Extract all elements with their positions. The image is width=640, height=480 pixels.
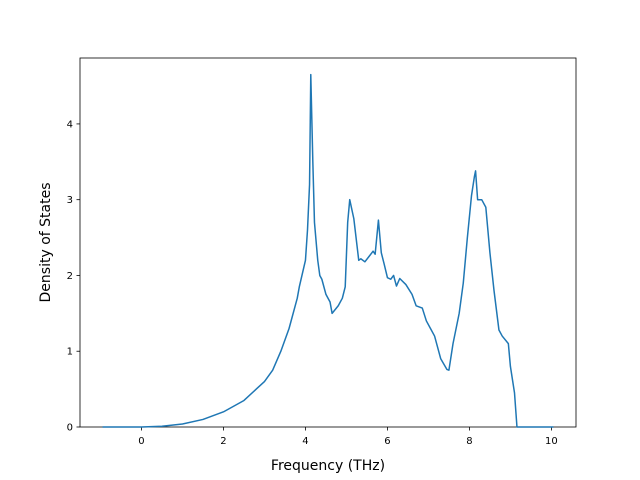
y-tick-label: 3 [67, 195, 73, 206]
x-tick-label: 8 [466, 436, 472, 447]
y-tick-label: 4 [67, 119, 73, 130]
x-tick-label: 4 [302, 436, 308, 447]
x-tick-label: 6 [384, 436, 390, 447]
y-tick-label: 2 [67, 271, 73, 282]
x-tick-label: 0 [138, 436, 144, 447]
y-tick-label: 0 [67, 423, 73, 434]
x-tick-label: 10 [545, 436, 558, 447]
x-axis-label: Frequency (THz) [271, 458, 385, 474]
axes-frame [79, 57, 577, 428]
y-axis-label: Density of States [38, 183, 54, 303]
x-tick-label: 2 [220, 436, 226, 447]
series-line [102, 73, 554, 428]
y-tick-label: 1 [67, 347, 73, 358]
